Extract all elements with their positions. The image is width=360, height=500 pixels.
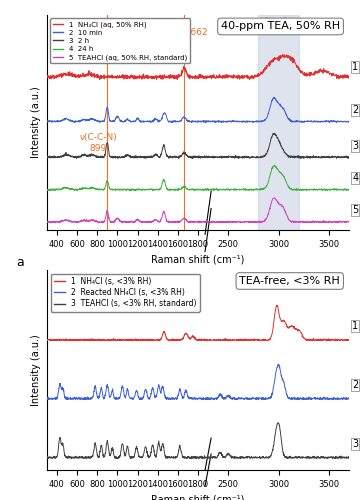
- Y-axis label: Intensity (a.u.): Intensity (a.u.): [31, 86, 41, 158]
- X-axis label: Raman shift (cm⁻¹): Raman shift (cm⁻¹): [151, 494, 245, 500]
- X-axis label: Raman shift (cm⁻¹): Raman shift (cm⁻¹): [151, 254, 245, 264]
- Text: 4: 4: [352, 173, 358, 183]
- Text: 2: 2: [352, 105, 359, 115]
- Text: ν(NH₄⁺) 1662: ν(NH₄⁺) 1662: [148, 28, 208, 36]
- Text: 1: 1: [352, 321, 358, 331]
- Text: a: a: [17, 256, 24, 269]
- Y-axis label: Intensity (a.u.): Intensity (a.u.): [31, 334, 41, 406]
- Legend: 1  NH₄Cl (s, <3% RH), 2  Reacted NH₄Cl (s, <3% RH), 3  TEAHCl (s, <3% RH, standa: 1 NH₄Cl (s, <3% RH), 2 Reacted NH₄Cl (s,…: [51, 274, 200, 312]
- Legend: 1  NH₄Cl (aq, 50% RH), 2  10 min, 3  2 h, 4  24 h, 5  TEAHCl (aq, 50% RH, standa: 1 NH₄Cl (aq, 50% RH), 2 10 min, 3 2 h, 4…: [50, 18, 190, 64]
- Text: 40-ppm TEA, 50% RH: 40-ppm TEA, 50% RH: [221, 22, 340, 32]
- Text: 5: 5: [352, 206, 359, 216]
- Text: 3: 3: [352, 438, 358, 448]
- Text: ν(CH₂/CH₃)
2800-3200: ν(CH₂/CH₃) 2800-3200: [256, 17, 301, 36]
- Text: 1: 1: [352, 62, 358, 72]
- Text: ν(C-C-N)
899: ν(C-C-N) 899: [79, 133, 117, 152]
- Text: 3: 3: [352, 141, 358, 151]
- Text: 2: 2: [352, 380, 359, 390]
- Text: TEA-free, <3% RH: TEA-free, <3% RH: [239, 276, 340, 286]
- Bar: [258, 15, 299, 230]
